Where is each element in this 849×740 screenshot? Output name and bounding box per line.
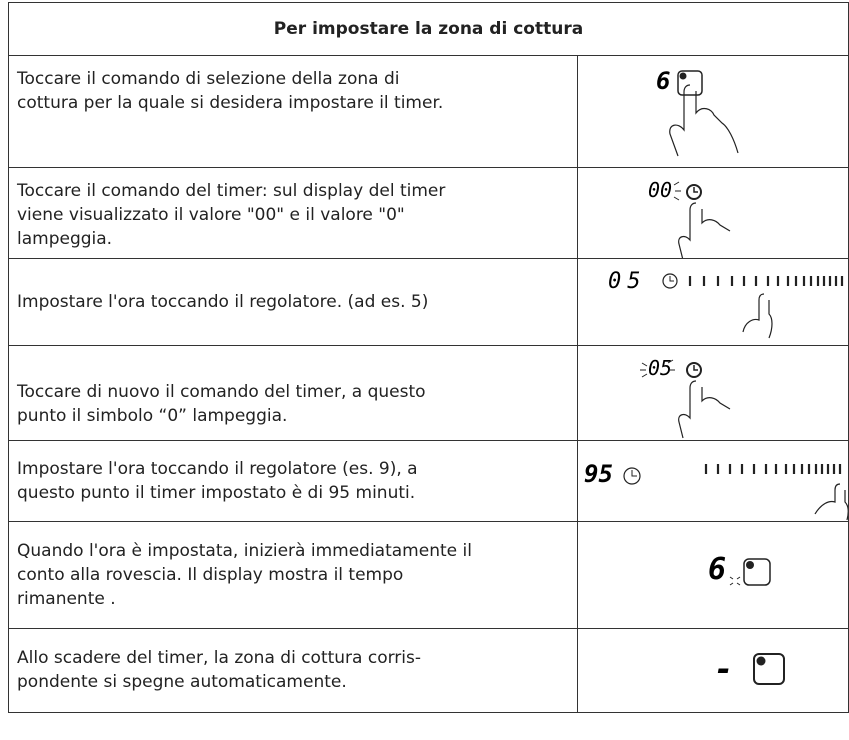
row-text: Allo scadere del timer, la zona di cottu… [9, 628, 578, 712]
display-digit: 6 [708, 552, 726, 587]
text-line: cottura per la quale si desidera imposta… [17, 93, 444, 113]
row-text: Toccare il comando del timer: sul displa… [9, 167, 578, 258]
text-line: Impostare l'ora toccando il regolatore (… [17, 458, 418, 479]
illustration: - [714, 650, 785, 688]
text-line: conto alla rovescia. Il display mostra i… [17, 564, 404, 585]
display-digit: - [714, 650, 733, 688]
text-line: questo punto il timer impostato è di 95 … [17, 482, 416, 503]
table: Per impostare la zona di cottura Toccare… [8, 2, 849, 738]
row-text: Toccare di nuovo il comando del timer, a… [9, 345, 578, 440]
table-row: Toccare il comando di selezione della zo… [8, 55, 849, 168]
table-row: Toccare di nuovo il comando del timer, a… [8, 345, 849, 441]
row-text: Toccare il comando di selezione della zo… [9, 55, 578, 167]
display-digit: 05 [608, 269, 647, 294]
table-row: Impostare l'ora toccando il regolatore. … [8, 258, 849, 346]
table-row: Impostare l'ora toccando il regolatore (… [8, 440, 849, 522]
row-text: Impostare l'ora toccando il regolatore. … [9, 258, 578, 345]
display-digit: 00 [648, 178, 672, 202]
text-line: Toccare il comando di selezione della zo… [17, 69, 400, 89]
text-line: Toccare di nuovo il comando del timer, a… [17, 381, 426, 402]
table-row: Allo scadere del timer, la zona di cottu… [8, 628, 849, 713]
illustration: 05 [640, 356, 731, 439]
illustration: 05 [608, 269, 844, 339]
illustration: 95 [584, 460, 848, 521]
text-line: Allo scadere del timer, la zona di cottu… [17, 648, 421, 668]
display-digit: 05 [648, 356, 672, 380]
row-text: Impostare l'ora toccando il regolatore (… [9, 440, 578, 521]
header-title: Per impostare la zona di cottura [273, 19, 584, 39]
display-digit: 95 [584, 460, 613, 488]
illustration: 6 [708, 552, 771, 587]
display-digit: 6 [656, 67, 670, 95]
text-line: pondente si spegne automaticamente. [17, 672, 347, 692]
text-line: Quando l'ora è impostata, inizierà immed… [17, 540, 472, 561]
text-line: lampeggia. [17, 229, 113, 249]
row-text: Quando l'ora è impostata, inizierà immed… [9, 521, 578, 628]
text-line: punto il simbolo “0” lampeggia. [17, 405, 288, 426]
text-line: viene visualizzato il valore "00" e il v… [17, 205, 405, 225]
table-row: Quando l'ora è impostata, inizierà immed… [8, 521, 849, 629]
illustration: 6 [656, 67, 739, 157]
table-header: Per impostare la zona di cottura [8, 2, 849, 56]
table-row: Toccare il comando del timer: sul displa… [8, 167, 849, 259]
text-line: rimanente . [17, 588, 116, 609]
text-line: Toccare il comando del timer: sul displa… [17, 181, 446, 201]
text-line: Impostare l'ora toccando il regolatore. … [17, 291, 429, 312]
illustration: 00 [648, 178, 731, 258]
